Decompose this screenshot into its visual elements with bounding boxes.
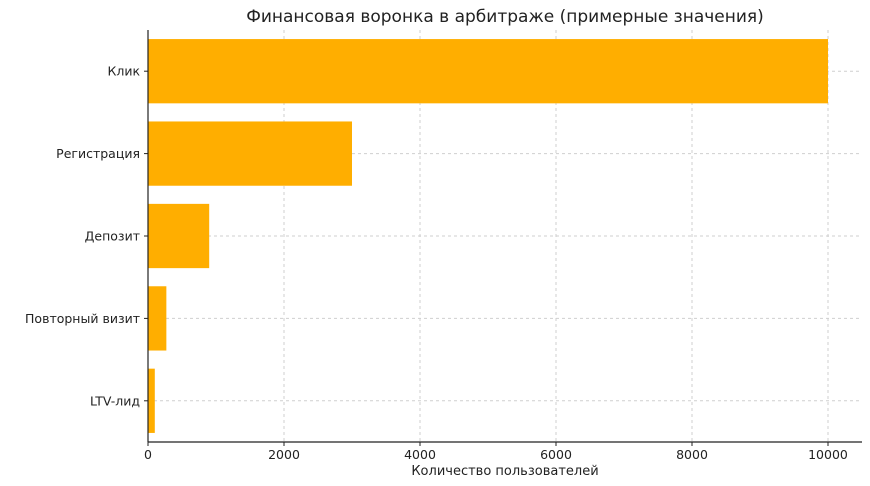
bar [148, 368, 155, 433]
bar [148, 286, 167, 351]
bar [148, 203, 210, 269]
y-tick-label: Депозит [85, 229, 140, 244]
y-tick-label: Клик [107, 64, 140, 79]
bars-layer [148, 39, 828, 433]
ticks-layer: 0 2000 4000 6000 8000 10000 Клик Регистрация Деп… [25, 64, 848, 462]
x-tick-label: 4000 [404, 447, 436, 462]
x-tick-label: 0 [144, 447, 152, 462]
y-tick-label: Повторный визит [25, 311, 140, 326]
y-tick-label: Регистрация [56, 146, 140, 161]
x-axis-label: Количество пользователей [411, 464, 598, 479]
x-tick-label: 2000 [268, 447, 300, 462]
bar [148, 39, 828, 104]
x-tick-label: 10000 [808, 447, 848, 462]
x-tick-label: 8000 [676, 447, 708, 462]
bar [148, 121, 352, 186]
chart-title: Финансовая воронка в арбитраже (примерны… [246, 7, 764, 27]
y-tick-label: LTV-лид [90, 393, 140, 408]
x-tick-label: 6000 [540, 447, 572, 462]
